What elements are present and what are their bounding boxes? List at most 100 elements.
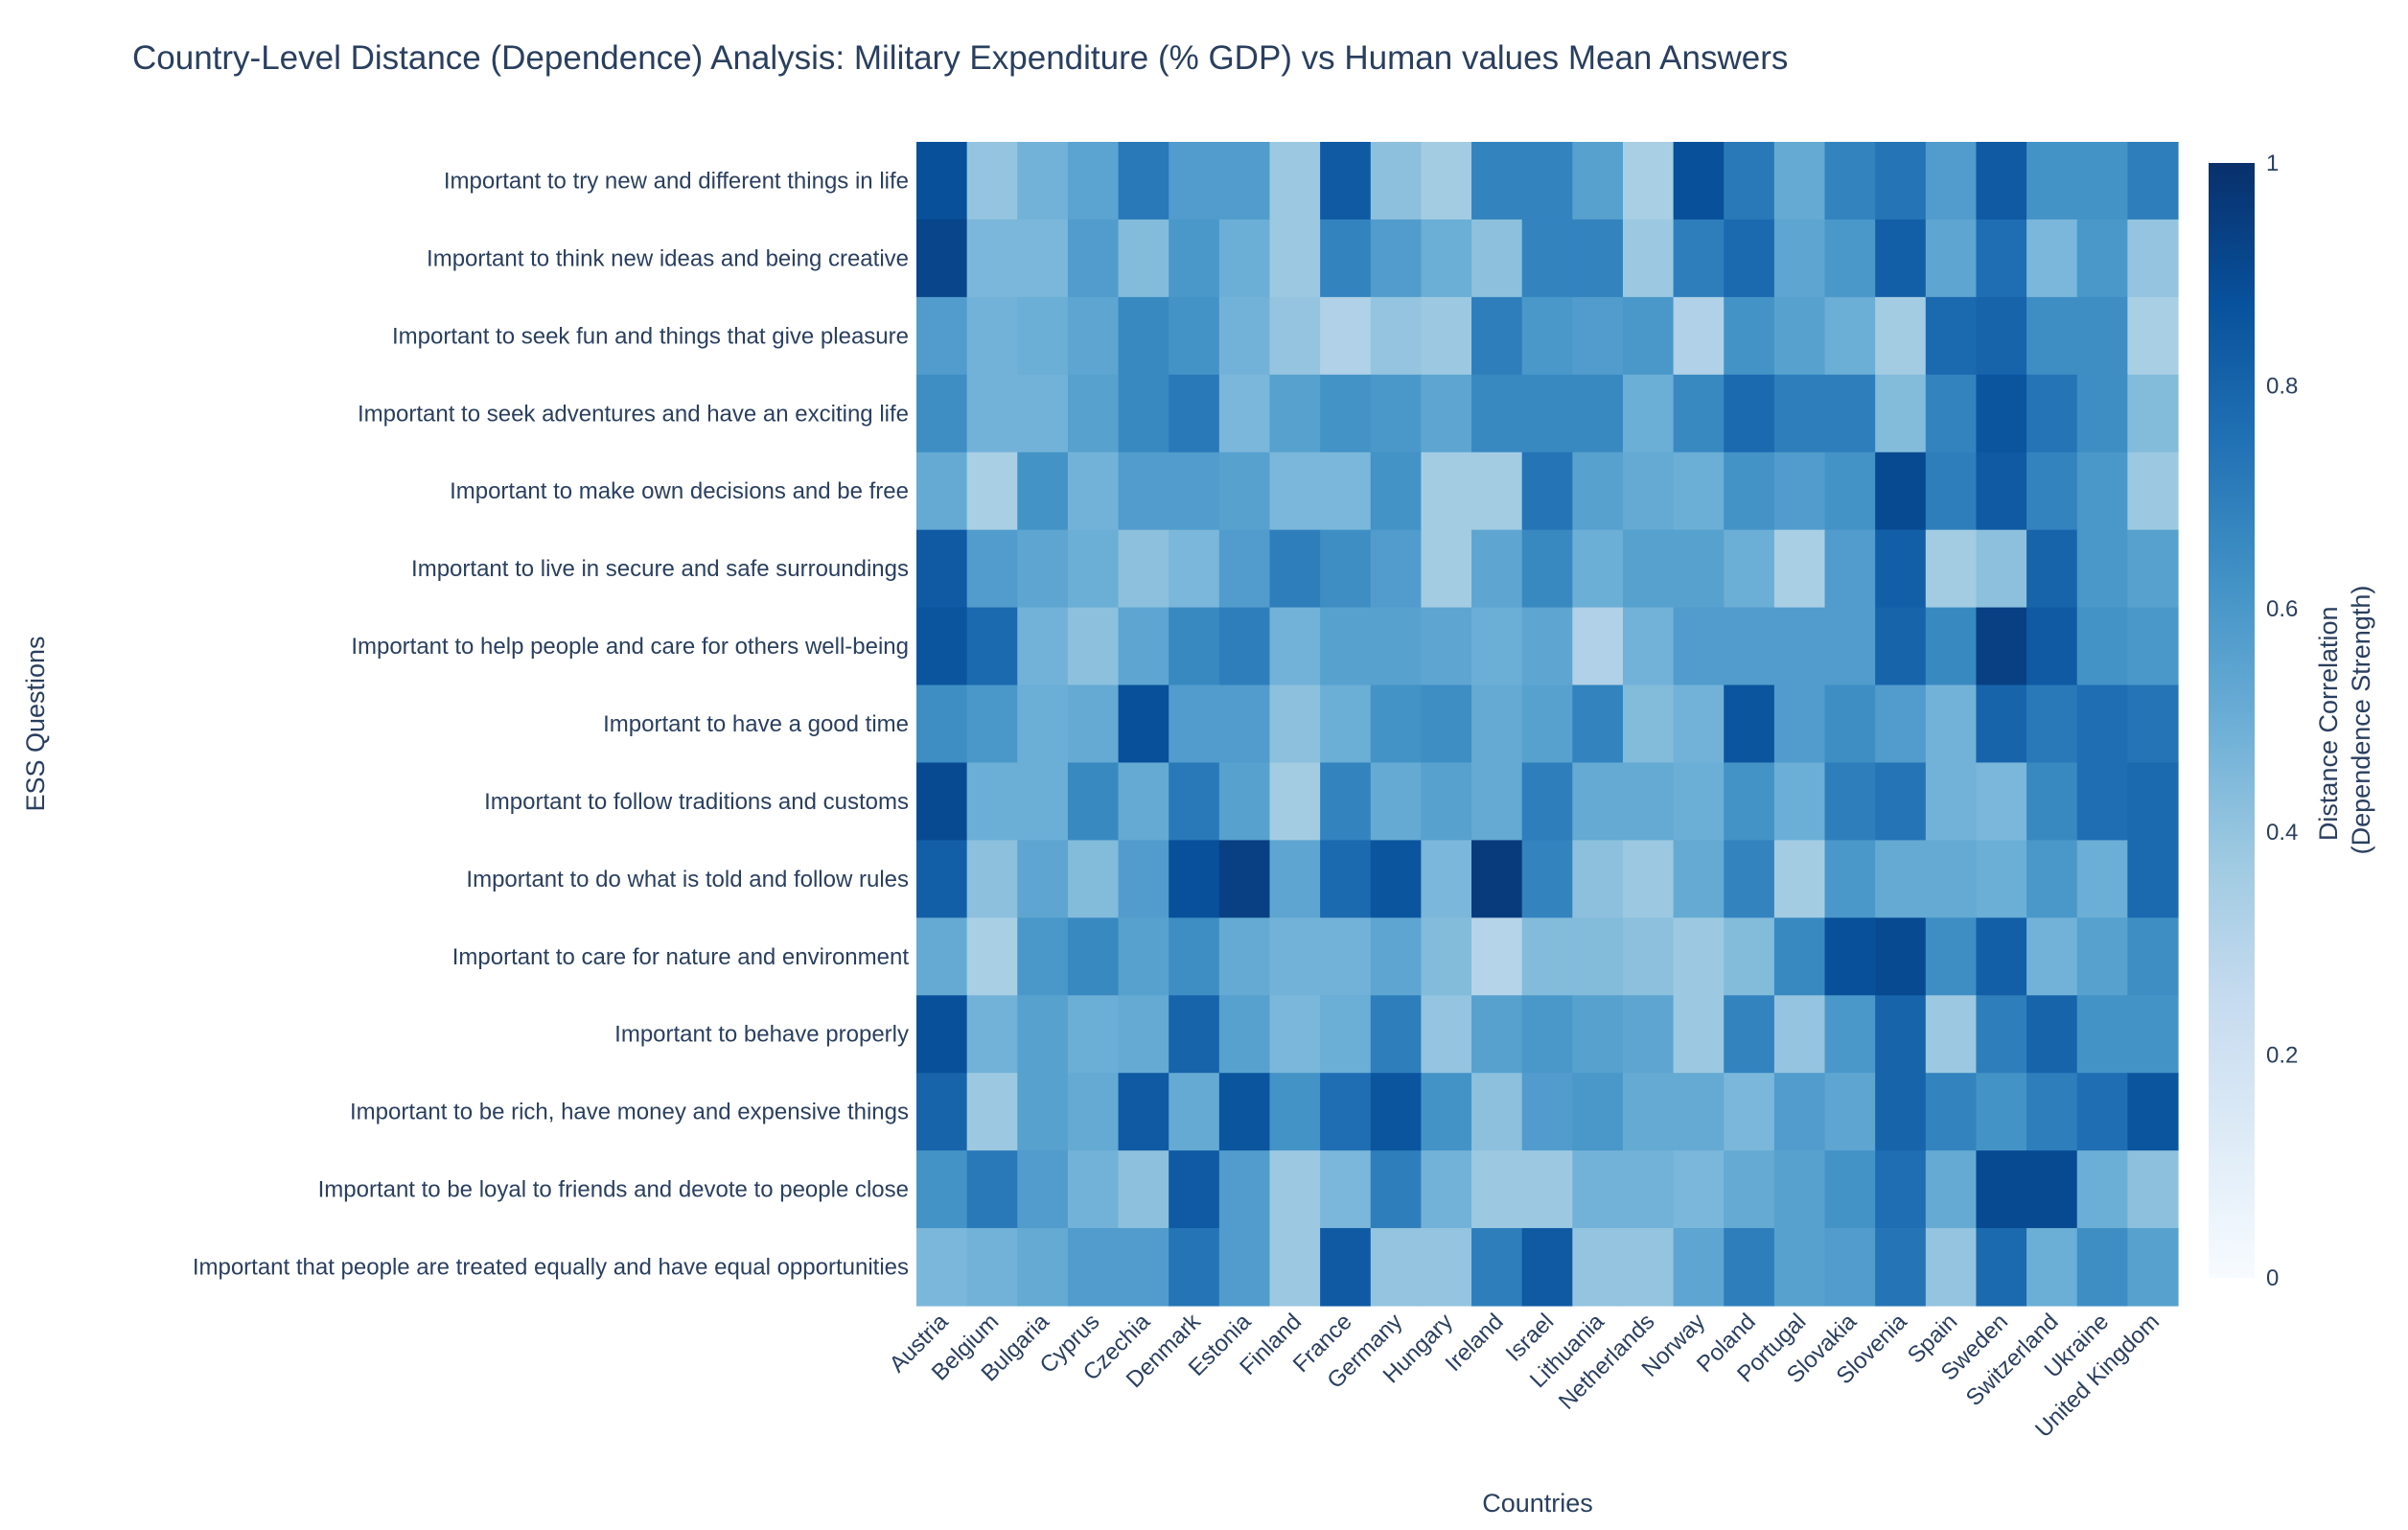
heatmap-cell[interactable] xyxy=(1218,762,1271,841)
heatmap-cell[interactable] xyxy=(2076,1228,2128,1307)
heatmap-cell[interactable] xyxy=(1622,684,1675,764)
heatmap-cell[interactable] xyxy=(1824,142,1876,220)
heatmap-cell[interactable] xyxy=(1875,1228,1927,1307)
heatmap-cell[interactable] xyxy=(1824,840,1876,918)
heatmap-cell[interactable] xyxy=(2127,529,2179,609)
heatmap-cell[interactable] xyxy=(1471,762,1523,841)
heatmap-cell[interactable] xyxy=(1370,142,1422,220)
heatmap-cell[interactable] xyxy=(1421,529,1472,609)
heatmap-cell[interactable] xyxy=(966,296,1018,376)
heatmap-cell[interactable] xyxy=(1169,296,1220,376)
heatmap-cell[interactable] xyxy=(1773,296,1826,376)
heatmap-cell[interactable] xyxy=(1976,995,2027,1074)
heatmap-cell[interactable] xyxy=(1925,142,1978,220)
heatmap-cell[interactable] xyxy=(1471,452,1523,531)
heatmap-cell[interactable] xyxy=(1572,1228,1624,1307)
heatmap-cell[interactable] xyxy=(1875,374,1927,453)
heatmap-cell[interactable] xyxy=(1724,142,1775,220)
heatmap-cell[interactable] xyxy=(1724,374,1775,453)
heatmap-cell[interactable] xyxy=(1824,607,1876,686)
heatmap-cell[interactable] xyxy=(916,374,968,453)
heatmap-cell[interactable] xyxy=(1521,1150,1573,1229)
heatmap-cell[interactable] xyxy=(1976,1073,2027,1151)
heatmap-cell[interactable] xyxy=(1067,917,1120,996)
heatmap-cell[interactable] xyxy=(1572,762,1624,841)
heatmap-cell[interactable] xyxy=(1773,452,1826,531)
heatmap-cell[interactable] xyxy=(1169,1150,1220,1229)
heatmap-cell[interactable] xyxy=(1925,840,1978,918)
heatmap-cell[interactable] xyxy=(1218,840,1271,918)
heatmap-cell[interactable] xyxy=(1118,1228,1169,1307)
heatmap-cell[interactable] xyxy=(1673,374,1725,453)
heatmap-cell[interactable] xyxy=(1269,452,1321,531)
heatmap-cell[interactable] xyxy=(1320,1228,1372,1307)
heatmap-cell[interactable] xyxy=(1724,452,1775,531)
heatmap-cell[interactable] xyxy=(2026,1150,2078,1229)
heatmap-cell[interactable] xyxy=(2026,1073,2078,1151)
heatmap-cell[interactable] xyxy=(1421,374,1472,453)
heatmap-cell[interactable] xyxy=(1622,1073,1675,1151)
heatmap-cell[interactable] xyxy=(1118,684,1169,764)
heatmap-cell[interactable] xyxy=(1218,917,1271,996)
heatmap-cell[interactable] xyxy=(1118,374,1169,453)
heatmap-cell[interactable] xyxy=(1622,142,1675,220)
heatmap-cell[interactable] xyxy=(1824,452,1876,531)
heatmap-cell[interactable] xyxy=(1773,917,1826,996)
heatmap-cell[interactable] xyxy=(1673,1150,1725,1229)
heatmap-cell[interactable] xyxy=(1471,142,1523,220)
heatmap-cell[interactable] xyxy=(1875,529,1927,609)
heatmap-cell[interactable] xyxy=(1875,1073,1927,1151)
heatmap-cell[interactable] xyxy=(1875,1150,1927,1229)
heatmap-cell[interactable] xyxy=(966,1150,1018,1229)
heatmap-cell[interactable] xyxy=(1976,684,2027,764)
heatmap-cell[interactable] xyxy=(2076,840,2128,918)
heatmap-cell[interactable] xyxy=(916,607,968,686)
heatmap-cell[interactable] xyxy=(1320,452,1372,531)
heatmap-cell[interactable] xyxy=(1521,142,1573,220)
heatmap-cell[interactable] xyxy=(1673,995,1725,1074)
heatmap-cell[interactable] xyxy=(1572,374,1624,453)
heatmap-cell[interactable] xyxy=(1773,995,1826,1074)
heatmap-cell[interactable] xyxy=(1370,917,1422,996)
heatmap-cell[interactable] xyxy=(1421,917,1472,996)
heatmap-cell[interactable] xyxy=(1118,762,1169,841)
heatmap-cell[interactable] xyxy=(1773,684,1826,764)
heatmap-cell[interactable] xyxy=(1976,296,2027,376)
heatmap-cell[interactable] xyxy=(2127,296,2179,376)
heatmap-cell[interactable] xyxy=(1673,840,1725,918)
heatmap-cell[interactable] xyxy=(1673,607,1725,686)
heatmap-cell[interactable] xyxy=(1067,684,1120,764)
heatmap-cell[interactable] xyxy=(1169,374,1220,453)
heatmap-cell[interactable] xyxy=(1017,142,1069,220)
heatmap-cell[interactable] xyxy=(1169,1228,1220,1307)
heatmap-cell[interactable] xyxy=(1925,917,1978,996)
heatmap-cell[interactable] xyxy=(1572,219,1624,298)
heatmap-cell[interactable] xyxy=(1673,684,1725,764)
heatmap-cell[interactable] xyxy=(1622,1150,1675,1229)
heatmap-cell[interactable] xyxy=(2127,142,2179,220)
heatmap-cell[interactable] xyxy=(2026,142,2078,220)
heatmap-cell[interactable] xyxy=(1875,219,1927,298)
heatmap-cell[interactable] xyxy=(1118,917,1169,996)
heatmap-cell[interactable] xyxy=(1067,995,1120,1074)
heatmap-cell[interactable] xyxy=(1169,529,1220,609)
heatmap-cell[interactable] xyxy=(2127,1228,2179,1307)
heatmap-cell[interactable] xyxy=(1622,995,1675,1074)
heatmap-cell[interactable] xyxy=(1724,1150,1775,1229)
heatmap-cell[interactable] xyxy=(1067,296,1120,376)
heatmap-cell[interactable] xyxy=(1724,1228,1775,1307)
heatmap-cell[interactable] xyxy=(1673,142,1725,220)
heatmap-cell[interactable] xyxy=(1067,840,1120,918)
heatmap-cell[interactable] xyxy=(1471,684,1523,764)
heatmap-cell[interactable] xyxy=(1169,917,1220,996)
heatmap-cell[interactable] xyxy=(1773,1150,1826,1229)
heatmap-cell[interactable] xyxy=(1673,1228,1725,1307)
heatmap-cell[interactable] xyxy=(2076,1073,2128,1151)
heatmap-cell[interactable] xyxy=(1017,607,1069,686)
heatmap-cell[interactable] xyxy=(1572,684,1624,764)
heatmap-cell[interactable] xyxy=(916,840,968,918)
heatmap-cell[interactable] xyxy=(1421,607,1472,686)
heatmap-cell[interactable] xyxy=(1572,995,1624,1074)
heatmap-cell[interactable] xyxy=(1421,840,1472,918)
heatmap-cell[interactable] xyxy=(1269,917,1321,996)
